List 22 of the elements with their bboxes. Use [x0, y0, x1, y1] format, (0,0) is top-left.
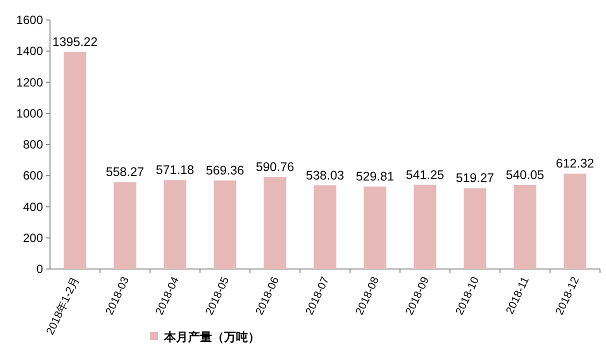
y-tick-label: 600 — [22, 168, 44, 183]
data-label: 1395.22 — [52, 34, 98, 49]
data-label: 541.25 — [406, 168, 444, 182]
data-label: 529.81 — [356, 170, 394, 184]
y-tick-label: 1000 — [16, 106, 44, 120]
data-label: 558.27 — [106, 165, 144, 180]
y-tick-label: 800 — [22, 138, 44, 152]
data-label: 590.76 — [256, 160, 294, 174]
data-label: 538.03 — [306, 168, 344, 182]
data-label: 612.32 — [556, 156, 594, 171]
y-tick-label: 1600 — [16, 13, 44, 27]
legend-label: 本月产量（万吨） — [163, 330, 260, 344]
data-label: 571.18 — [156, 163, 194, 178]
y-tick-label: 200 — [22, 230, 44, 245]
y-tick-label: 400 — [22, 200, 44, 214]
x-tick-label: 2018年1-2月 — [44, 275, 82, 337]
data-label: 569.36 — [206, 163, 244, 178]
y-tick-label: 1200 — [16, 75, 44, 90]
y-tick-label: 1400 — [16, 44, 44, 58]
data-label: 519.27 — [456, 171, 494, 186]
data-label: 540.05 — [506, 168, 544, 182]
y-tick-label: 0 — [36, 262, 44, 276]
